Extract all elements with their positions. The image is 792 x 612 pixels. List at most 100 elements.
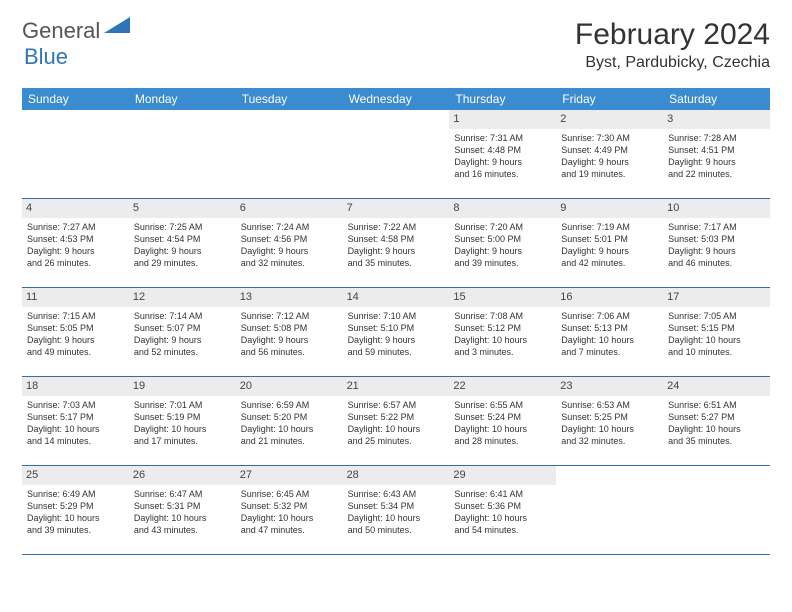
weekday-header-cell: Friday <box>556 88 663 110</box>
day-detail-line: and 16 minutes. <box>454 168 551 180</box>
day-detail-line: Daylight: 9 hours <box>241 245 338 257</box>
day-detail-line: Daylight: 9 hours <box>27 245 124 257</box>
day-detail-line: Sunset: 4:54 PM <box>134 233 231 245</box>
day-detail-line: Sunrise: 7:28 AM <box>668 132 765 144</box>
day-detail-line: Daylight: 10 hours <box>134 423 231 435</box>
day-detail-line: Sunset: 5:20 PM <box>241 411 338 423</box>
day-detail-line: Sunrise: 7:31 AM <box>454 132 551 144</box>
day-number: 10 <box>663 199 770 218</box>
day-detail-line: Daylight: 9 hours <box>668 156 765 168</box>
day-detail-line: Sunset: 5:15 PM <box>668 322 765 334</box>
day-detail-line: and 26 minutes. <box>27 257 124 269</box>
month-title: February 2024 <box>575 18 770 52</box>
day-detail-line: Sunrise: 7:08 AM <box>454 310 551 322</box>
day-cell: 14Sunrise: 7:10 AMSunset: 5:10 PMDayligh… <box>343 288 450 376</box>
day-detail-line: and 21 minutes. <box>241 435 338 447</box>
day-number: 4 <box>22 199 129 218</box>
day-detail-line: Sunrise: 7:27 AM <box>27 221 124 233</box>
day-cell: 1Sunrise: 7:31 AMSunset: 4:48 PMDaylight… <box>449 110 556 198</box>
day-number: 20 <box>236 377 343 396</box>
day-detail-line: Sunrise: 7:10 AM <box>348 310 445 322</box>
day-detail-line: and 59 minutes. <box>348 346 445 358</box>
day-detail-line: Sunrise: 7:12 AM <box>241 310 338 322</box>
day-detail-line: Sunrise: 6:41 AM <box>454 488 551 500</box>
week-row: 18Sunrise: 7:03 AMSunset: 5:17 PMDayligh… <box>22 377 770 466</box>
logo: General <box>22 18 130 44</box>
day-detail-line: and 32 minutes. <box>561 435 658 447</box>
day-detail-line: Daylight: 10 hours <box>348 512 445 524</box>
day-detail-line: and 19 minutes. <box>561 168 658 180</box>
day-number: 9 <box>556 199 663 218</box>
day-detail-line: Daylight: 10 hours <box>454 334 551 346</box>
day-detail-line: Sunset: 4:58 PM <box>348 233 445 245</box>
day-detail-line: and 42 minutes. <box>561 257 658 269</box>
day-cell <box>129 110 236 198</box>
day-number: 12 <box>129 288 236 307</box>
day-cell: 21Sunrise: 6:57 AMSunset: 5:22 PMDayligh… <box>343 377 450 465</box>
day-detail-line: and 43 minutes. <box>134 524 231 536</box>
day-detail-line: and 52 minutes. <box>134 346 231 358</box>
day-cell <box>343 110 450 198</box>
logo-text-blue: Blue <box>24 44 68 69</box>
day-detail-line: and 49 minutes. <box>27 346 124 358</box>
day-detail-line: Sunrise: 7:06 AM <box>561 310 658 322</box>
day-detail-line: and 10 minutes. <box>668 346 765 358</box>
day-detail-line: Sunset: 5:22 PM <box>348 411 445 423</box>
day-detail-line: Daylight: 10 hours <box>27 423 124 435</box>
day-number: 23 <box>556 377 663 396</box>
day-detail-line: Sunset: 4:51 PM <box>668 144 765 156</box>
day-detail-line: and 32 minutes. <box>241 257 338 269</box>
day-detail-line: Sunrise: 7:19 AM <box>561 221 658 233</box>
day-number: 28 <box>343 466 450 485</box>
day-detail-line: Daylight: 10 hours <box>454 423 551 435</box>
day-detail-line: Sunrise: 7:01 AM <box>134 399 231 411</box>
day-detail-line: Sunset: 5:07 PM <box>134 322 231 334</box>
day-number: 24 <box>663 377 770 396</box>
day-number: 8 <box>449 199 556 218</box>
day-detail-line: Sunset: 5:36 PM <box>454 500 551 512</box>
day-detail-line: Sunset: 5:13 PM <box>561 322 658 334</box>
day-cell: 24Sunrise: 6:51 AMSunset: 5:27 PMDayligh… <box>663 377 770 465</box>
day-detail-line: and 25 minutes. <box>348 435 445 447</box>
day-cell: 25Sunrise: 6:49 AMSunset: 5:29 PMDayligh… <box>22 466 129 554</box>
day-detail-line: Daylight: 10 hours <box>241 423 338 435</box>
day-detail-line: Sunrise: 6:57 AM <box>348 399 445 411</box>
day-detail-line: Sunset: 5:25 PM <box>561 411 658 423</box>
day-number: 19 <box>129 377 236 396</box>
day-cell: 5Sunrise: 7:25 AMSunset: 4:54 PMDaylight… <box>129 199 236 287</box>
header: General February 2024 Byst, Pardubicky, … <box>0 0 792 80</box>
day-cell: 29Sunrise: 6:41 AMSunset: 5:36 PMDayligh… <box>449 466 556 554</box>
location-text: Byst, Pardubicky, Czechia <box>575 54 770 72</box>
day-number: 11 <box>22 288 129 307</box>
day-detail-line: Sunrise: 7:25 AM <box>134 221 231 233</box>
day-detail-line: Daylight: 9 hours <box>134 334 231 346</box>
day-detail-line: and 50 minutes. <box>348 524 445 536</box>
day-detail-line: and 46 minutes. <box>668 257 765 269</box>
day-cell: 4Sunrise: 7:27 AMSunset: 4:53 PMDaylight… <box>22 199 129 287</box>
day-detail-line: Sunrise: 7:20 AM <box>454 221 551 233</box>
day-detail-line: Daylight: 9 hours <box>668 245 765 257</box>
day-cell <box>236 110 343 198</box>
day-detail-line: and 56 minutes. <box>241 346 338 358</box>
week-row: 1Sunrise: 7:31 AMSunset: 4:48 PMDaylight… <box>22 110 770 199</box>
day-detail-line: Sunrise: 6:51 AM <box>668 399 765 411</box>
day-number: 5 <box>129 199 236 218</box>
day-detail-line: Daylight: 10 hours <box>668 334 765 346</box>
day-detail-line: Sunset: 5:32 PM <box>241 500 338 512</box>
day-detail-line: Sunset: 5:05 PM <box>27 322 124 334</box>
day-number: 13 <box>236 288 343 307</box>
day-number: 2 <box>556 110 663 129</box>
day-detail-line: and 28 minutes. <box>454 435 551 447</box>
day-detail-line: Sunrise: 7:17 AM <box>668 221 765 233</box>
weekday-header-cell: Wednesday <box>343 88 450 110</box>
day-detail-line: Sunset: 5:19 PM <box>134 411 231 423</box>
day-detail-line: Daylight: 10 hours <box>561 423 658 435</box>
day-cell: 9Sunrise: 7:19 AMSunset: 5:01 PMDaylight… <box>556 199 663 287</box>
weekday-header-cell: Sunday <box>22 88 129 110</box>
day-detail-line: Daylight: 10 hours <box>561 334 658 346</box>
calendar: SundayMondayTuesdayWednesdayThursdayFrid… <box>22 88 770 555</box>
day-detail-line: Sunrise: 7:14 AM <box>134 310 231 322</box>
day-detail-line: Daylight: 9 hours <box>454 245 551 257</box>
day-number: 3 <box>663 110 770 129</box>
day-detail-line: Sunrise: 7:30 AM <box>561 132 658 144</box>
